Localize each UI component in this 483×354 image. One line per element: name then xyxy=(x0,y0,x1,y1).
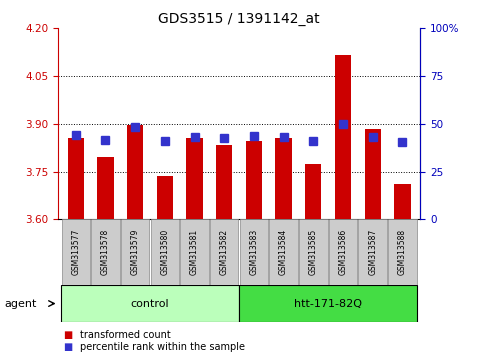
Text: GSM313585: GSM313585 xyxy=(309,229,318,275)
Text: GSM313578: GSM313578 xyxy=(101,229,110,275)
Text: ■: ■ xyxy=(63,342,72,352)
Bar xyxy=(186,138,203,219)
Text: GSM313582: GSM313582 xyxy=(220,229,229,275)
Bar xyxy=(246,142,262,219)
Text: GSM313586: GSM313586 xyxy=(339,229,347,275)
Text: GSM313577: GSM313577 xyxy=(71,229,80,275)
Bar xyxy=(61,219,90,285)
Bar xyxy=(329,219,357,285)
Text: transformed count: transformed count xyxy=(80,330,170,339)
Bar xyxy=(388,219,417,285)
Bar xyxy=(97,158,114,219)
Text: GSM313583: GSM313583 xyxy=(249,229,258,275)
Bar xyxy=(156,177,173,219)
Bar xyxy=(299,219,327,285)
Bar xyxy=(91,219,120,285)
Bar xyxy=(394,184,411,219)
Bar xyxy=(240,219,268,285)
Text: GSM313588: GSM313588 xyxy=(398,229,407,275)
Bar xyxy=(121,219,149,285)
Bar xyxy=(216,145,232,219)
Bar xyxy=(275,138,292,219)
Text: GSM313587: GSM313587 xyxy=(368,229,377,275)
Bar xyxy=(358,219,387,285)
Text: ■: ■ xyxy=(63,330,72,339)
Bar xyxy=(305,164,322,219)
Text: GSM313580: GSM313580 xyxy=(160,229,170,275)
Bar xyxy=(127,126,143,219)
Text: GSM313579: GSM313579 xyxy=(131,229,140,275)
Text: GSM313584: GSM313584 xyxy=(279,229,288,275)
Bar xyxy=(210,219,239,285)
Text: control: control xyxy=(131,298,170,309)
Bar xyxy=(180,219,209,285)
Bar xyxy=(239,285,417,322)
Bar xyxy=(365,129,381,219)
Text: percentile rank within the sample: percentile rank within the sample xyxy=(80,342,245,352)
Bar xyxy=(270,219,298,285)
Text: agent: agent xyxy=(5,299,37,309)
Text: htt-171-82Q: htt-171-82Q xyxy=(294,298,362,309)
Bar xyxy=(151,219,179,285)
Bar xyxy=(61,285,239,322)
Bar xyxy=(335,56,351,219)
Text: GSM313581: GSM313581 xyxy=(190,229,199,275)
Bar xyxy=(68,138,84,219)
Title: GDS3515 / 1391142_at: GDS3515 / 1391142_at xyxy=(158,12,320,26)
